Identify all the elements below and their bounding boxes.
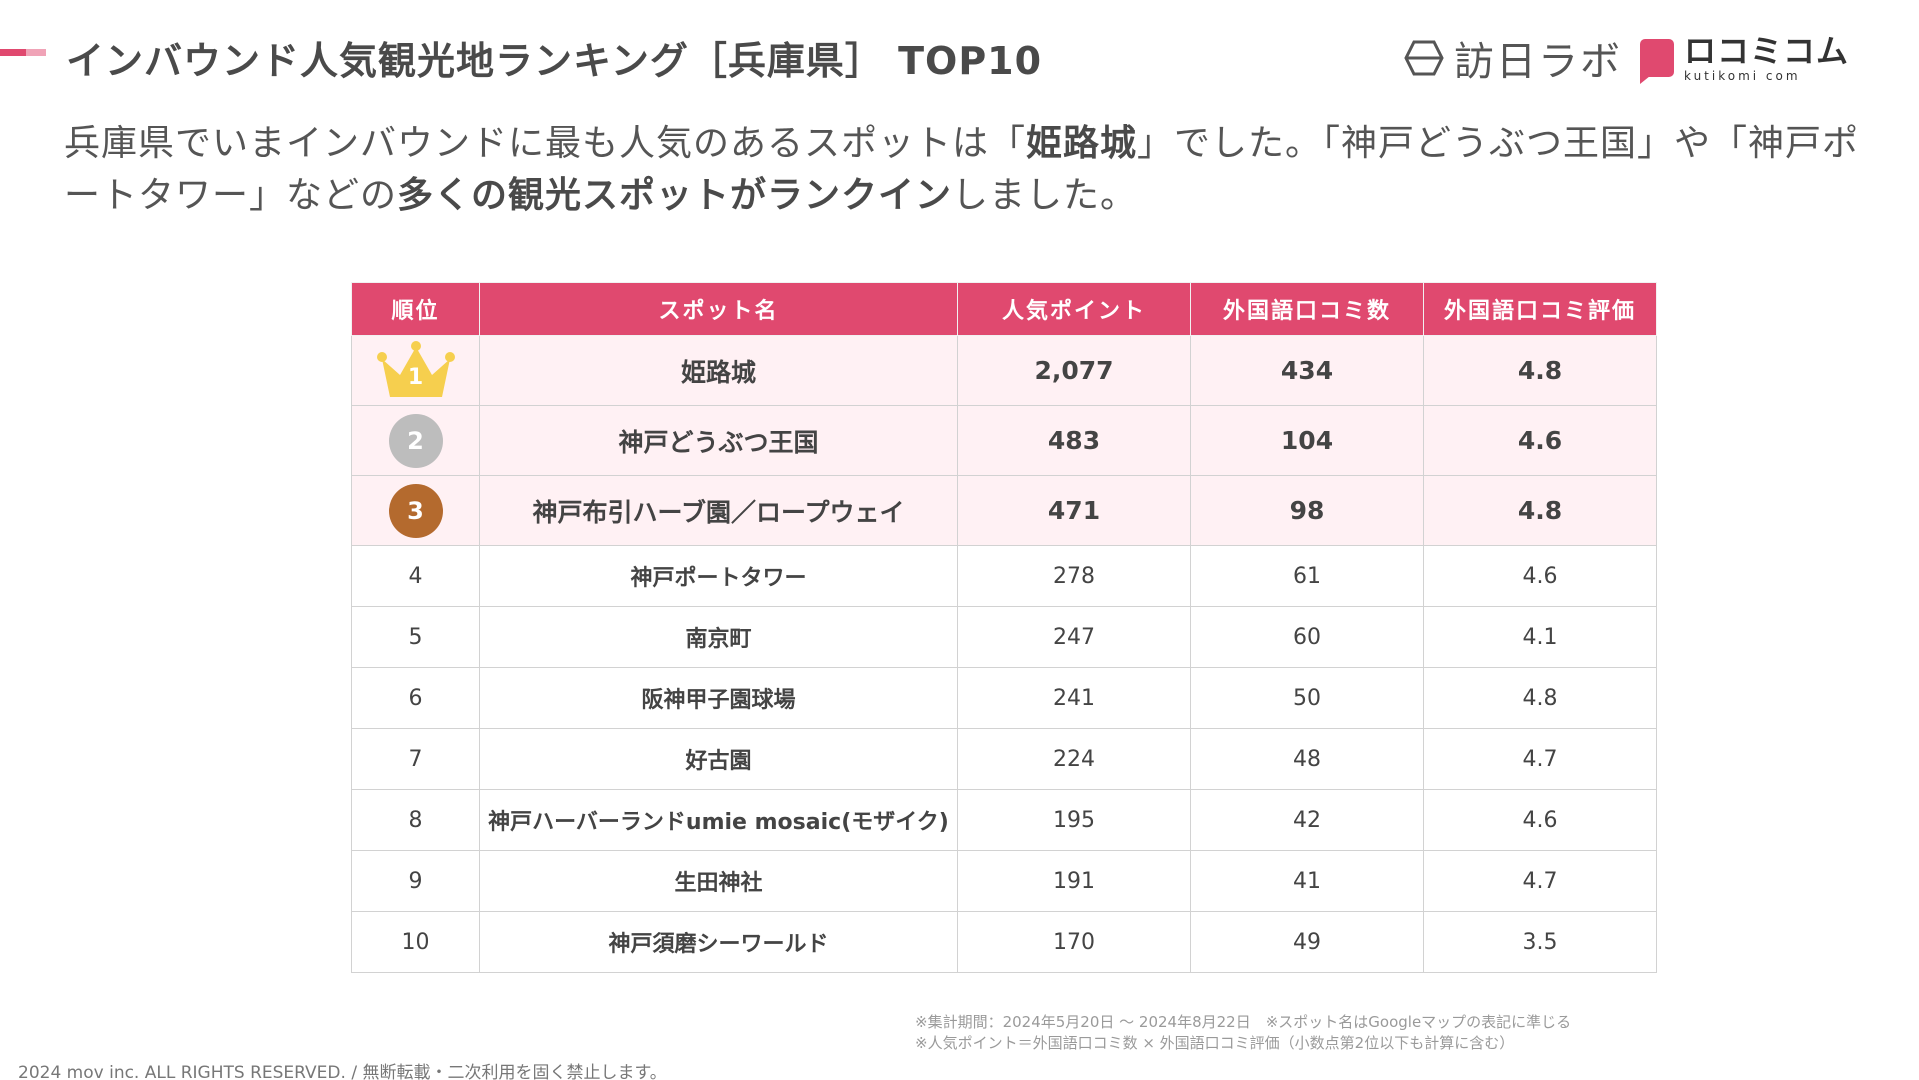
lead-text-3: しました。 — [952, 175, 1138, 216]
review-count: 49 — [1190, 911, 1424, 973]
rank-cell: 3 — [351, 475, 480, 546]
houni-labo-logo-text: 訪日ラボ — [1453, 39, 1622, 85]
bronze-medal-icon: 3 — [388, 483, 443, 538]
brand-logos: 訪日ラボ ロコミコム kutikomi com — [1404, 30, 1849, 86]
lead-highlight-2: 多くの観光スポットがランクイン — [397, 175, 953, 216]
silver-medal-icon: 2 — [388, 413, 443, 468]
spot-name: 阪神甲子園球場 — [479, 667, 958, 729]
review-count: 104 — [1190, 405, 1424, 476]
header-popularity-points: 人気ポイント — [957, 282, 1191, 336]
review-rating: 4.7 — [1423, 728, 1657, 790]
review-count: 48 — [1190, 728, 1424, 790]
spot-name: 神戸布引ハーブ園／ロープウェイ — [479, 475, 958, 546]
review-count: 60 — [1190, 606, 1424, 668]
review-count: 61 — [1190, 545, 1424, 607]
spot-name: 生田神社 — [479, 850, 958, 912]
review-count: 41 — [1190, 850, 1424, 912]
review-rating: 4.1 — [1423, 606, 1657, 668]
review-count: 42 — [1190, 789, 1424, 851]
header-review-count: 外国語口コミ数 — [1190, 282, 1424, 336]
kuchikomi-logo-subtext: kutikomi com — [1683, 68, 1801, 83]
rank-cell: 1 — [351, 335, 480, 406]
popularity-points: 471 — [957, 475, 1191, 546]
speech-bubble-logo-icon — [1639, 39, 1674, 84]
lead-paragraph: 兵庫県でいまインバウンドに最も人気のあるスポットは「姫路城」でした。「神戸どうぶ… — [64, 118, 1884, 222]
title-accent-bar — [0, 49, 46, 56]
table-header-row: 順位 スポット名 人気ポイント 外国語口コミ数 外国語口コミ評価 — [351, 282, 1657, 336]
lead-text-1: 兵庫県でいまインバウンドに最も人気のあるスポットは「 — [64, 123, 1027, 164]
table-row: 1 姫路城 2,077 434 4.8 — [351, 335, 1657, 406]
review-count: 434 — [1190, 335, 1424, 406]
rank-cell: 6 — [351, 667, 480, 729]
kuchikomi-logo-text: ロコミコム — [1683, 31, 1849, 70]
crown-icon: 1 — [376, 340, 456, 401]
rank-cell: 5 — [351, 606, 480, 668]
popularity-points-note: ※人気ポイント＝外国語口コミ数 × 外国語口コミ評価（小数点第2位以下も計算に含… — [915, 1034, 1515, 1052]
spot-name: 神戸どうぶつ王国 — [479, 405, 958, 476]
popularity-points: 483 — [957, 405, 1191, 476]
spot-name: 姫路城 — [479, 335, 958, 406]
rank-cell: 8 — [351, 789, 480, 851]
table-row: 9 生田神社 191 41 4.7 — [351, 850, 1657, 912]
rank-cell: 7 — [351, 728, 480, 790]
lead-highlight-1: 姫路城 — [1026, 123, 1138, 164]
spot-name: 好古園 — [479, 728, 958, 790]
spot-name: 神戸ポートタワー — [479, 545, 958, 607]
header-spot-name: スポット名 — [479, 282, 958, 336]
review-rating: 4.8 — [1423, 335, 1657, 406]
rank-cell: 2 — [351, 405, 480, 476]
table-row: 5 南京町 247 60 4.1 — [351, 606, 1657, 668]
review-rating: 4.7 — [1423, 850, 1657, 912]
popularity-points: 247 — [957, 606, 1191, 668]
table-row: 2 神戸どうぶつ王国 483 104 4.6 — [351, 405, 1657, 476]
popularity-points: 191 — [957, 850, 1191, 912]
popularity-points: 195 — [957, 789, 1191, 851]
review-count: 98 — [1190, 475, 1424, 546]
popularity-points: 224 — [957, 728, 1191, 790]
table-row: 8 神戸ハーバーランドumie mosaic(モザイク) 195 42 4.6 — [351, 789, 1657, 851]
popularity-points: 278 — [957, 545, 1191, 607]
spot-name: 神戸ハーバーランドumie mosaic(モザイク) — [479, 789, 958, 851]
review-rating: 4.8 — [1423, 667, 1657, 729]
kuchikomi-com-logo: ロコミコム kutikomi com — [1639, 31, 1849, 84]
rank-number: 1 — [407, 364, 424, 390]
popularity-points: 241 — [957, 667, 1191, 729]
page-title: インバウンド人気観光地ランキング［兵庫県］ TOP10 — [66, 39, 1043, 83]
popularity-points: 2,077 — [957, 335, 1191, 406]
lead-text-2: 」でした。「神戸どうぶつ王国」や「神戸ポートタワー」などの — [64, 123, 1860, 216]
spot-name: 神戸須磨シーワールド — [479, 911, 958, 973]
header-review-rating: 外国語口コミ評価 — [1423, 282, 1657, 336]
review-rating: 4.6 — [1423, 405, 1657, 476]
review-rating: 4.6 — [1423, 789, 1657, 851]
rank-number: 2 — [407, 426, 424, 455]
rank-number: 3 — [407, 496, 424, 525]
review-rating: 4.8 — [1423, 475, 1657, 546]
table-row: 6 阪神甲子園球場 241 50 4.8 — [351, 667, 1657, 729]
rank-cell: 9 — [351, 850, 480, 912]
review-count: 50 — [1190, 667, 1424, 729]
copyright-footer: 2024 mov inc. ALL RIGHTS RESERVED. / 無断転… — [18, 1063, 667, 1080]
review-rating: 3.5 — [1423, 911, 1657, 973]
houni-labo-logo: 訪日ラボ — [1404, 29, 1622, 87]
table-row: 7 好古園 224 48 4.7 — [351, 728, 1657, 790]
spot-name: 南京町 — [479, 606, 958, 668]
rank-cell: 4 — [351, 545, 480, 607]
table-row: 10 神戸須磨シーワールド 170 49 3.5 — [351, 911, 1657, 973]
table-row: 4 神戸ポートタワー 278 61 4.6 — [351, 545, 1657, 607]
review-rating: 4.6 — [1423, 545, 1657, 607]
ranking-table: 順位 スポット名 人気ポイント 外国語口コミ数 外国語口コミ評価 1 姫路城 — [351, 282, 1657, 973]
table-row: 3 神戸布引ハーブ園／ロープウェイ 471 98 4.8 — [351, 475, 1657, 546]
aggregation-period-note: ※集計期間：2024年5月20日 〜 2024年8月22日 ※スポット名はGoo… — [915, 1013, 1572, 1031]
header-rank: 順位 — [351, 282, 480, 336]
hexagon-logo-icon — [1404, 40, 1444, 76]
popularity-points: 170 — [957, 911, 1191, 973]
rank-cell: 10 — [351, 911, 480, 973]
